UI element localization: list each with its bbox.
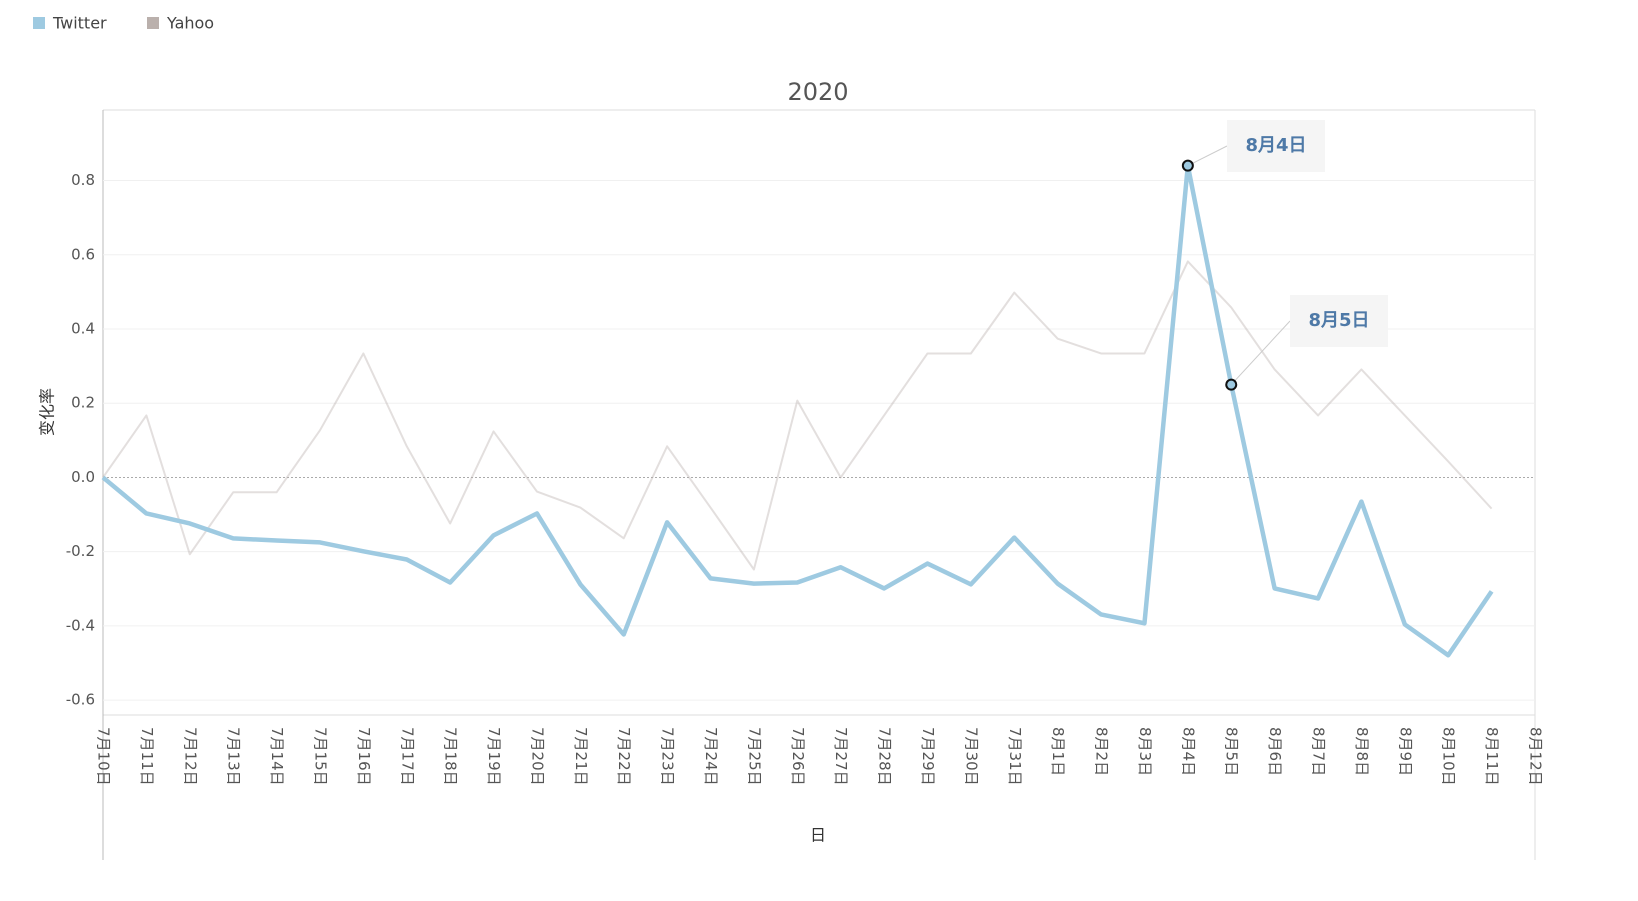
chart-title: 2020 xyxy=(787,78,848,106)
annotation-label: 8月5日 xyxy=(1308,310,1369,331)
x-tick-label: 8月9日 xyxy=(1396,727,1414,776)
series-line xyxy=(102,260,1493,571)
x-tick-label: 8月5日 xyxy=(1223,727,1241,776)
x-tick-label: 7月15日 xyxy=(311,727,329,786)
x-tick-label: 7月18日 xyxy=(442,727,460,786)
series-line xyxy=(101,163,1494,658)
x-tick-label: 7月30日 xyxy=(962,727,980,786)
legend-swatch xyxy=(33,17,45,29)
x-tick-label: 7月19日 xyxy=(485,727,503,786)
y-tick-label: -0.6 xyxy=(66,691,95,709)
y-tick-label: 0.8 xyxy=(71,171,95,189)
x-tick-label: 8月7日 xyxy=(1310,727,1328,776)
x-tick-label: 7月27日 xyxy=(832,727,850,786)
annotation-box xyxy=(1290,295,1388,347)
x-tick-label: 7月31日 xyxy=(1006,727,1024,786)
annotation-leader xyxy=(1187,145,1228,167)
x-tick-label: 8月6日 xyxy=(1266,727,1284,776)
y-axis-title: 变化率 xyxy=(38,388,57,436)
highlight-point xyxy=(1181,159,1194,172)
x-tick-label: 8月10日 xyxy=(1440,727,1458,786)
x-tick-label: 7月11日 xyxy=(138,727,156,786)
x-tick-label: 7月21日 xyxy=(572,727,590,786)
x-tick-label: 7月16日 xyxy=(355,727,373,786)
y-tick-label: 0.0 xyxy=(71,468,95,486)
x-tick-label: 7月22日 xyxy=(615,727,633,786)
x-tick-label: 7月29日 xyxy=(919,727,937,786)
y-tick-label: 0.4 xyxy=(71,319,95,337)
legend-label: Twitter xyxy=(52,14,107,33)
annotation-label: 8月4日 xyxy=(1245,135,1306,156)
x-tick-label: 8月8日 xyxy=(1353,727,1371,776)
annotation-box xyxy=(1227,120,1325,172)
y-tick-label: 0.2 xyxy=(71,394,95,412)
x-tick-label: 7月25日 xyxy=(745,727,763,786)
legend-swatch xyxy=(147,17,159,29)
x-axis-title: 日 xyxy=(810,826,826,845)
legend-label: Yahoo xyxy=(166,14,214,33)
y-tick-label: -0.2 xyxy=(66,542,95,560)
x-tick-label: 7月13日 xyxy=(225,727,243,786)
y-tick-label: -0.4 xyxy=(66,616,95,634)
x-tick-label: 7月10日 xyxy=(95,727,113,786)
x-tick-label: 7月12日 xyxy=(181,727,199,786)
annotation-leader xyxy=(1230,320,1291,386)
highlight-point xyxy=(1225,378,1238,391)
x-tick-label: 7月26日 xyxy=(789,727,807,786)
x-tick-label: 8月4日 xyxy=(1179,727,1197,776)
x-tick-label: 7月20日 xyxy=(528,727,546,786)
x-tick-label: 7月23日 xyxy=(659,727,677,786)
x-tick-label: 8月2日 xyxy=(1093,727,1111,776)
x-tick-label: 7月28日 xyxy=(876,727,894,786)
x-tick-label: 7月14日 xyxy=(268,727,286,786)
x-tick-label: 8月11日 xyxy=(1483,727,1501,786)
x-tick-label: 8月3日 xyxy=(1136,727,1154,776)
x-tick-label: 8月12日 xyxy=(1527,727,1545,786)
x-tick-label: 7月17日 xyxy=(398,727,416,786)
y-tick-label: 0.6 xyxy=(71,245,95,263)
x-tick-label: 7月24日 xyxy=(702,727,720,786)
x-tick-label: 8月1日 xyxy=(1049,727,1067,776)
